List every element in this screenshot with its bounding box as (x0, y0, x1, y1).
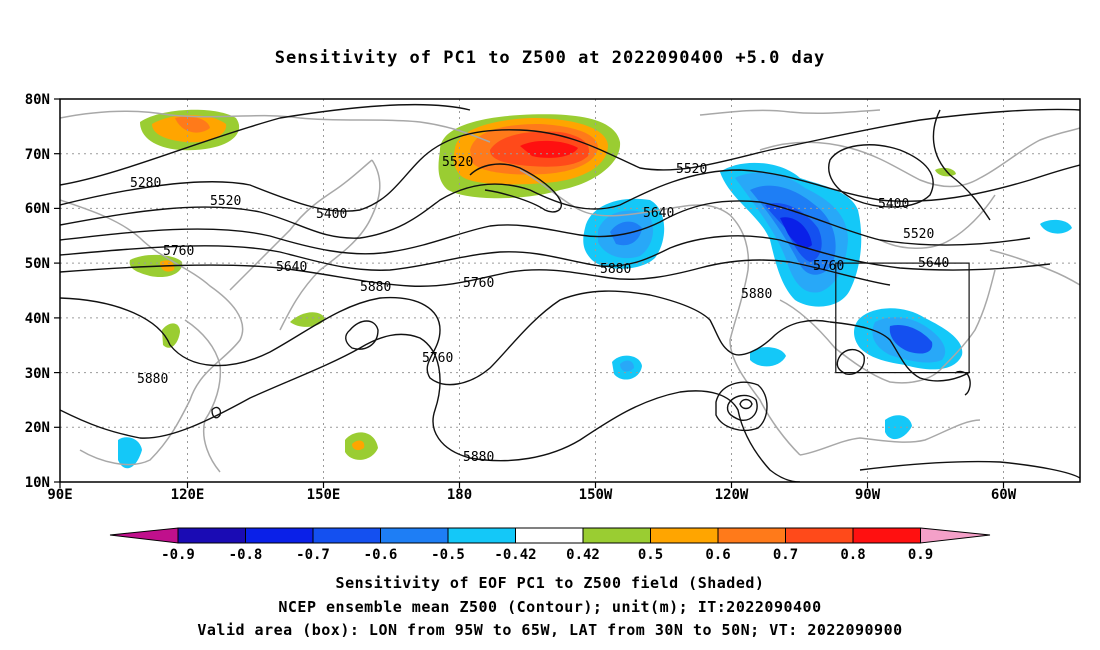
contour-label: 5280 (130, 176, 161, 191)
lat-tick-label: 60N (25, 201, 50, 217)
colorbar-label: 0.6 (705, 547, 730, 563)
caption-shaded: Sensitivity of EOF PC1 to Z500 field (Sh… (335, 574, 765, 592)
contour-label: 5640 (276, 260, 307, 275)
colorbar-segment (380, 527, 449, 544)
lon-tick-label: 60W (991, 487, 1017, 503)
colorbar-max-arrow (920, 527, 991, 544)
colorbar-label: -0.6 (364, 547, 398, 563)
chart-title: Sensitivity of PC1 to Z500 at 2022090400… (274, 48, 826, 68)
colorbar-segment (717, 527, 786, 544)
colorbar-label: 0.42 (566, 547, 600, 563)
colorbar-label: 0.5 (638, 547, 663, 563)
lon-tick-label: 150W (579, 487, 613, 503)
colorbar-segment (650, 527, 719, 544)
contour-label-group: 5280 5400 5520 5520 5520 5520 5400 5640 … (130, 155, 949, 465)
caption-contour: NCEP ensemble mean Z500 (Contour); unit(… (278, 598, 822, 616)
positive-sensitivity-region (290, 312, 325, 327)
contour-label: 5880 (600, 262, 631, 277)
negative-sensitivity-region (885, 415, 912, 440)
contour-label: 5760 (463, 276, 494, 291)
colorbar-label: -0.7 (296, 547, 330, 563)
lat-tick-label: 10N (25, 475, 50, 491)
colorbar-segment (785, 527, 854, 544)
caption-valid-area: Valid area (box): LON from 95W to 65W, L… (197, 621, 903, 639)
lon-tick-label: 90W (855, 487, 881, 503)
colorbar-segment (515, 527, 584, 544)
lat-tick-label: 30N (25, 366, 50, 382)
colorbar-segment (582, 527, 651, 544)
colorbar-segment (177, 527, 246, 544)
colorbar-label: 0.7 (773, 547, 798, 563)
contour-label: 5400 (316, 207, 347, 222)
contour-label: 5880 (137, 372, 168, 387)
z500-contours (60, 104, 1080, 482)
contour-label: 5760 (422, 351, 453, 366)
contour-label: 5520 (676, 162, 707, 177)
contour-label: 5880 (463, 450, 494, 465)
contour-label: 5880 (360, 280, 391, 295)
coastlines (60, 109, 1080, 473)
colorbar-segment (245, 527, 314, 544)
contour-label: 5760 (813, 259, 844, 274)
negative-sensitivity-region (1040, 219, 1072, 234)
colorbar-min-arrow (109, 527, 179, 544)
lon-label-group: 90E 120E 150E 180 150W 120W 90W 60W (47, 487, 1016, 503)
contour-label: 5520 (210, 194, 241, 209)
lat-tick-label: 80N (25, 92, 50, 108)
colorbar-segment (852, 527, 921, 544)
contour-label: 5640 (918, 256, 949, 271)
contour-label: 5400 (878, 197, 909, 212)
negative-sensitivity-region (118, 437, 142, 469)
contour-label: 5520 (442, 155, 473, 170)
negative-sensitivity-region (750, 347, 786, 367)
lon-tick-label: 90E (47, 487, 72, 503)
positive-sensitivity-region (162, 323, 180, 348)
colorbar-segment (312, 527, 381, 544)
lat-tick-label: 70N (25, 147, 50, 163)
contour-label: 5760 (163, 244, 194, 259)
colorbar-label: -0.9 (161, 547, 195, 563)
colorbar-segment (447, 527, 516, 544)
colorbar-label: -0.42 (494, 547, 536, 563)
lon-tick-label: 120W (715, 487, 749, 503)
valid-area-box (835, 262, 970, 374)
positive-sensitivity-region (935, 167, 956, 177)
lat-tick-label: 40N (25, 311, 50, 327)
colorbar (109, 527, 991, 544)
lat-label-group: 80N 70N 60N 50N 40N 30N 20N 10N (25, 92, 50, 491)
lon-tick-label: 120E (171, 487, 205, 503)
contour-label: 5640 (643, 206, 674, 221)
lon-tick-label: 180 (447, 487, 472, 503)
colorbar-label: -0.5 (431, 547, 465, 563)
colorbar-label-group: -0.9 -0.8 -0.7 -0.6 -0.5 -0.42 0.42 0.5 … (161, 547, 933, 563)
lat-tick-label: 50N (25, 256, 50, 272)
lat-tick-label: 20N (25, 420, 50, 436)
colorbar-label: 0.9 (908, 547, 933, 563)
contour-label: 5880 (741, 287, 772, 302)
contour-label: 5520 (903, 227, 934, 242)
map-frame (59, 98, 1081, 483)
axis-ticks (54, 98, 1005, 488)
colorbar-label: -0.8 (229, 547, 263, 563)
lon-tick-label: 150E (307, 487, 341, 503)
colorbar-label: 0.8 (840, 547, 865, 563)
